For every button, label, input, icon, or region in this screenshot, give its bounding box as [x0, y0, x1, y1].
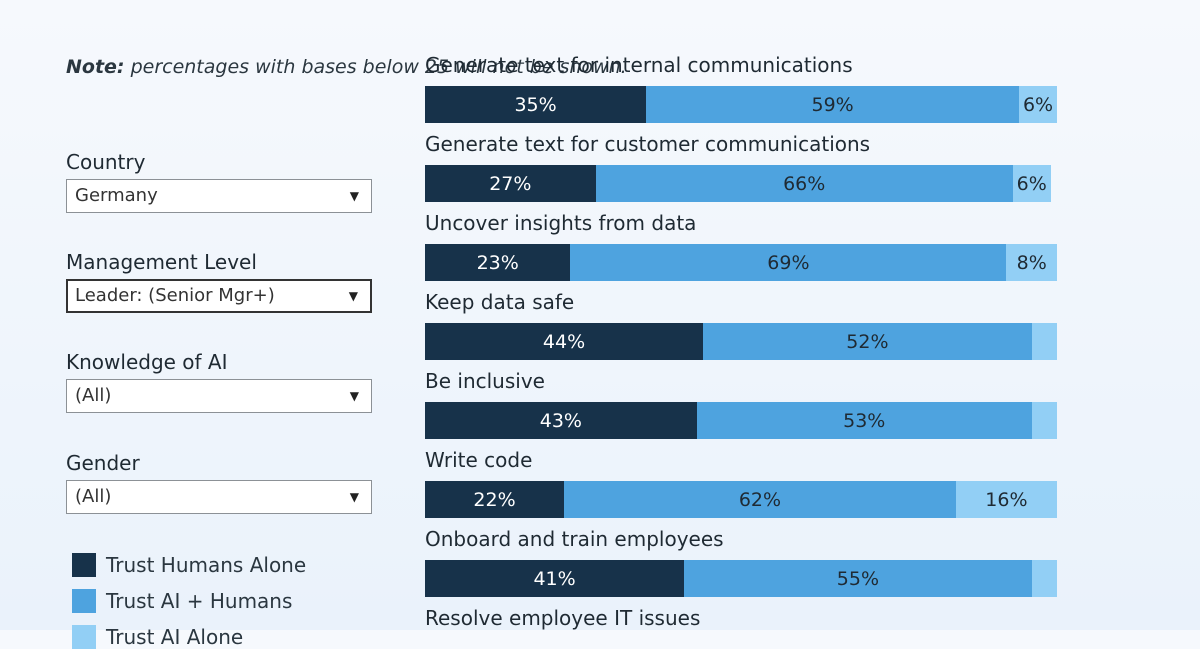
bar-segment[interactable]: 62% [564, 481, 956, 518]
data-label: 8% [1016, 251, 1047, 274]
select-value: Leader: (Senior Mgr+) [75, 285, 275, 306]
data-label: 6% [1022, 93, 1054, 116]
data-label: 59% [811, 93, 854, 116]
category-label: Be inclusive [425, 369, 545, 393]
data-label: 23% [476, 251, 519, 274]
select-value: (All) [75, 486, 112, 507]
legend-item-trust-ai-humans: Trust AI + Humans [72, 589, 292, 613]
note-text: percentages with bases below 25 will not… [124, 56, 627, 78]
data-label: 27% [489, 172, 532, 195]
note: Note: percentages with bases below 25 wi… [66, 52, 627, 83]
category-label: Resolve employee IT issues [425, 606, 701, 630]
bar-segment[interactable]: 59% [646, 86, 1020, 123]
bar-row: 22% 62% 16% [425, 481, 1057, 518]
bar-segment[interactable]: 22% [425, 481, 565, 518]
category-label: Write code [425, 448, 533, 472]
bar-segment[interactable]: 8% [1006, 244, 1057, 281]
select-value: Germany [75, 185, 158, 206]
bar-segment[interactable] [1031, 402, 1057, 439]
knowledge-of-ai-select[interactable]: (All) ▼ [66, 379, 372, 413]
data-label: 43% [539, 409, 582, 432]
country-select[interactable]: Germany ▼ [66, 179, 372, 213]
bar-segment[interactable]: 27% [425, 165, 596, 202]
bar-segment[interactable]: 66% [595, 165, 1013, 202]
filter-management-level: Management Level Leader: (Senior Mgr+) ▼ [66, 250, 372, 313]
note-bold: Note: [66, 56, 125, 78]
bar-segment[interactable]: 69% [570, 244, 1007, 281]
filter-label: Knowledge of AI [66, 350, 228, 374]
bar-segment[interactable] [1031, 323, 1057, 360]
data-label: 22% [473, 488, 516, 511]
bar-segment[interactable]: 55% [684, 560, 1032, 597]
bar-row: 44% 52% [425, 323, 1057, 360]
bar-row: 43% 53% [425, 402, 1057, 439]
data-label: 62% [738, 488, 782, 511]
data-label: 16% [985, 488, 1028, 511]
dropdown-arrow-icon: ▼ [348, 289, 358, 303]
bar-segment[interactable]: 16% [955, 481, 1057, 518]
bar-segment[interactable]: 35% [425, 86, 647, 123]
bar-segment[interactable]: 43% [425, 402, 697, 439]
category-label: Generate text for customer communication… [425, 132, 871, 156]
data-label: 41% [533, 567, 576, 590]
stacked-bar-chart: Generate text for internal communication… [425, 53, 1057, 630]
dropdown-arrow-icon: ▼ [349, 389, 359, 403]
bar-segment[interactable]: 53% [696, 402, 1032, 439]
data-label: 53% [843, 409, 886, 432]
bar-segment[interactable]: 6% [1012, 165, 1051, 202]
bar-segment[interactable]: 44% [425, 323, 704, 360]
legend-swatch [72, 553, 96, 577]
filter-country: Country Germany ▼ [66, 150, 372, 213]
legend-label: Trust Humans Alone [106, 553, 307, 577]
bar-row: 41% 55% [425, 560, 1057, 597]
category-label: Uncover insights from data [425, 211, 697, 235]
filter-label: Country [66, 150, 146, 174]
legend-label: Trust AI + Humans [106, 589, 293, 613]
bar-row: 23% 69% 8% [425, 244, 1057, 281]
data-label: 35% [514, 93, 557, 116]
data-label: 55% [836, 567, 880, 590]
bar-segment[interactable]: 6% [1019, 86, 1057, 123]
filter-label: Gender [66, 451, 140, 475]
bar-segment[interactable]: 23% [425, 244, 571, 281]
filter-gender: Gender (All) ▼ [66, 451, 372, 514]
gender-select[interactable]: (All) ▼ [66, 480, 372, 514]
data-label: 66% [783, 172, 826, 195]
legend-item-trust-humans-alone: Trust Humans Alone [72, 553, 306, 577]
legend-swatch [72, 589, 96, 613]
bar-segment[interactable]: 41% [425, 560, 685, 597]
data-label: 6% [1016, 172, 1047, 195]
dropdown-arrow-icon: ▼ [349, 189, 359, 203]
select-value: (All) [75, 385, 112, 406]
bar-segment[interactable]: 52% [703, 323, 1032, 360]
bar-segment[interactable] [1031, 560, 1057, 597]
category-label: Onboard and train employees [425, 527, 724, 551]
data-label: 44% [542, 330, 586, 353]
bar-row: 35% 59% 6% [425, 86, 1057, 123]
filter-knowledge-of-ai: Knowledge of AI (All) ▼ [66, 350, 372, 413]
category-label: Generate text for internal communication… [425, 53, 853, 77]
category-label: Keep data safe [425, 290, 575, 314]
filter-label: Management Level [66, 250, 257, 274]
management-level-select[interactable]: Leader: (Senior Mgr+) ▼ [66, 279, 372, 313]
bar-row: 27% 66% 6% [425, 165, 1057, 202]
dropdown-arrow-icon: ▼ [349, 490, 359, 504]
data-label: 52% [846, 330, 889, 353]
data-label: 69% [767, 251, 810, 274]
